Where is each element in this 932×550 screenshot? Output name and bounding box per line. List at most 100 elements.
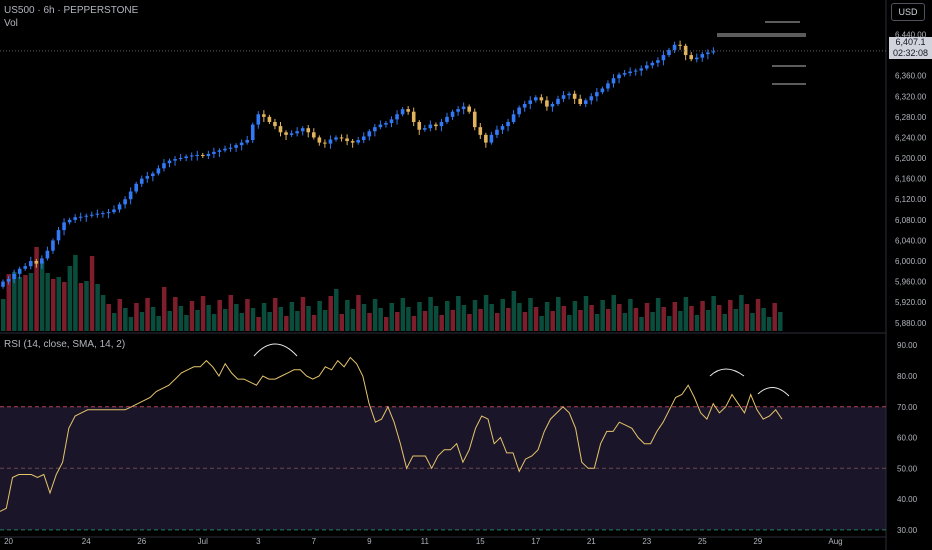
volume-bar [445, 301, 450, 331]
candle [40, 258, 44, 264]
volume-bar [34, 247, 39, 331]
candle [389, 119, 394, 124]
candle [633, 70, 638, 72]
symbol-legend[interactable]: US500 · 6h · PEPPERSTONE [4, 5, 139, 16]
volume-bar [650, 312, 655, 331]
candle [51, 240, 55, 251]
candle [384, 123, 388, 125]
candle [567, 93, 571, 96]
volume-legend[interactable]: Vol [4, 18, 18, 29]
candle [361, 136, 366, 141]
volume-bar [150, 307, 156, 331]
candle [173, 159, 177, 161]
volume-bar [550, 311, 555, 331]
candle [550, 103, 555, 107]
currency-button[interactable]: USD [891, 3, 925, 21]
candle [683, 45, 688, 56]
candle [456, 109, 460, 112]
volume-bar [378, 308, 383, 331]
candle [12, 273, 16, 280]
volume-bar [245, 299, 250, 331]
candle [117, 204, 122, 210]
candle [578, 98, 582, 104]
candle [450, 111, 455, 117]
candle [112, 209, 116, 213]
time-tick-label: 20 [4, 537, 13, 546]
volume-bar [134, 303, 139, 331]
candle [583, 100, 588, 104]
volume-bar [489, 304, 494, 331]
volume-bar [589, 305, 594, 331]
volume-bar [67, 266, 73, 331]
price-tick-label: 6,120.00 [895, 195, 927, 204]
candle [356, 140, 360, 143]
volume-bar [728, 300, 733, 331]
price-candles[interactable] [1, 40, 716, 289]
time-tick-label: Jul [198, 537, 208, 546]
volume-bar [506, 308, 511, 331]
rsi-peak-arc [709, 368, 745, 377]
rsi-peak-arc [253, 343, 298, 357]
rsi-legend[interactable]: RSI (14, close, SMA, 14, 2) [4, 339, 126, 350]
price-tick-label: 6,080.00 [895, 216, 927, 225]
candle [56, 230, 61, 241]
time-tick-label: 23 [642, 537, 651, 546]
candle [539, 97, 544, 101]
volume-bar [334, 289, 339, 331]
volume-bar [62, 282, 67, 331]
candle [373, 127, 377, 132]
volume-bar [561, 306, 567, 331]
candle [628, 71, 632, 74]
candle [217, 150, 222, 152]
candle [484, 134, 488, 143]
candle [245, 140, 249, 143]
volume-bar [778, 312, 783, 331]
rsi-panel[interactable] [0, 356, 886, 531]
volume-bar [417, 302, 422, 331]
candle [517, 107, 521, 115]
candle [256, 114, 261, 125]
candle [84, 215, 89, 217]
candle [250, 124, 255, 141]
candle [428, 124, 433, 129]
volume-bar [539, 316, 544, 331]
volume-bar [106, 304, 111, 331]
volume-bar [533, 307, 539, 331]
volume-bar [400, 298, 406, 331]
candle [195, 154, 200, 156]
price-tick-label: 5,920.00 [895, 298, 927, 307]
volume-bar [256, 317, 261, 331]
volume-bar [195, 310, 200, 331]
candle [461, 106, 466, 110]
candle [700, 54, 705, 58]
volume-bar [322, 310, 328, 331]
candle [350, 141, 355, 143]
candle [706, 52, 710, 55]
candle [300, 128, 305, 132]
candle [178, 158, 183, 160]
candle [334, 137, 338, 140]
volume-bar [361, 304, 367, 331]
rsi-peak-arc [757, 387, 790, 397]
candle [317, 137, 322, 143]
volume-bar [217, 300, 222, 331]
volume-bar [655, 298, 661, 331]
volume-bar [733, 309, 739, 331]
volume-bar [716, 305, 722, 331]
volume-bar [367, 313, 372, 331]
candle [606, 83, 610, 89]
candle [145, 176, 150, 179]
volume-bar [428, 297, 433, 331]
volume-bar [467, 314, 472, 331]
candle [528, 100, 533, 104]
candle [345, 138, 349, 142]
candle [201, 154, 205, 156]
candle [139, 178, 144, 184]
volume-bar [278, 307, 283, 331]
volume-bar [705, 310, 711, 331]
candle [123, 199, 127, 205]
volume-bar [356, 295, 361, 331]
volume-bar [1, 299, 6, 331]
volume-bar [250, 308, 256, 331]
